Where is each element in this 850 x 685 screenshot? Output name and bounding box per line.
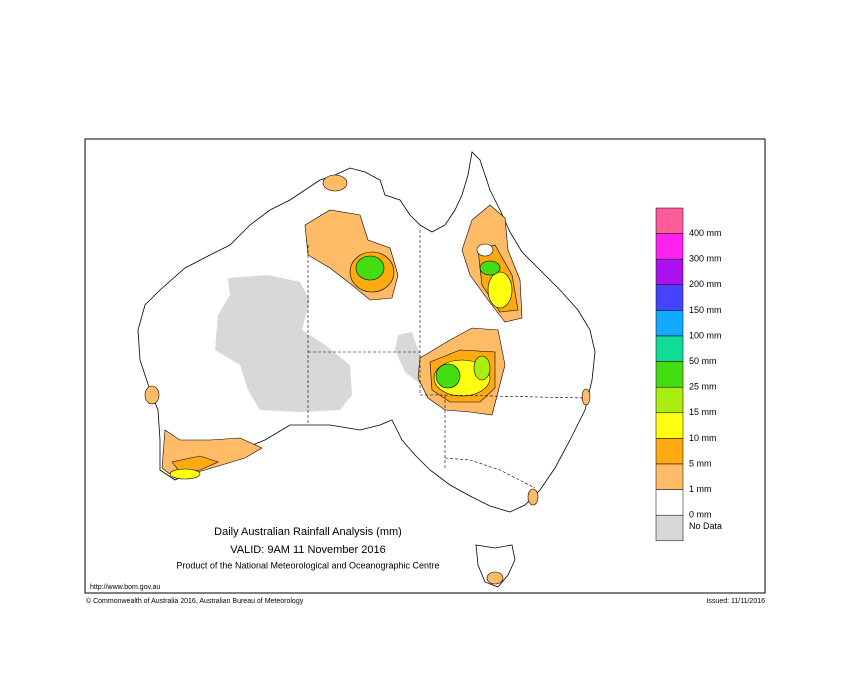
legend-swatch <box>655 335 684 362</box>
legend-swatch <box>655 412 684 439</box>
product-note: Product of the National Meteorological a… <box>176 560 439 570</box>
legend-swatch <box>655 284 684 311</box>
legend: 400 mm 300 mm 200 mm 150 mm 100 mm 50 mm 25 mm… <box>655 207 722 542</box>
legend-swatch <box>655 514 684 542</box>
legend-label: 0 mm <box>689 510 712 520</box>
legend-label: No Data <box>689 521 722 531</box>
legend-label: 400 mm <box>689 228 722 238</box>
valid-time: VALID: 9AM 11 November 2016 <box>230 544 386 556</box>
legend-swatch <box>655 207 684 234</box>
state-borders <box>307 230 586 489</box>
legend-label: 100 mm <box>689 330 722 340</box>
map-title: Daily Australian Rainfall Analysis (mm) <box>214 526 402 538</box>
legend-swatch <box>655 438 684 465</box>
copyright: © Commonwealth of Australia 2016, Austra… <box>86 597 304 605</box>
legend-label: 10 mm <box>689 433 717 443</box>
legend-label: 200 mm <box>689 279 722 289</box>
issued-date: Issued: 11/11/2016 <box>706 598 765 605</box>
legend-swatch <box>655 489 684 516</box>
legend-swatch <box>655 361 684 388</box>
legend-swatch <box>655 310 684 337</box>
legend-swatch <box>655 233 684 260</box>
legend-label: 15 mm <box>689 407 717 417</box>
legend-label: 50 mm <box>689 356 717 366</box>
legend-label: 1 mm <box>689 484 712 494</box>
rainfall-areas <box>144 174 591 585</box>
legend-swatch <box>655 463 684 490</box>
legend-label: 300 mm <box>689 254 722 264</box>
legend-swatch <box>655 386 684 414</box>
url: http://www.bom.gov.au <box>90 584 160 591</box>
legend-swatch <box>655 258 684 286</box>
legend-label: 5 mm <box>689 458 712 468</box>
legend-label: 25 mm <box>689 382 717 392</box>
legend-label: 150 mm <box>689 305 722 315</box>
